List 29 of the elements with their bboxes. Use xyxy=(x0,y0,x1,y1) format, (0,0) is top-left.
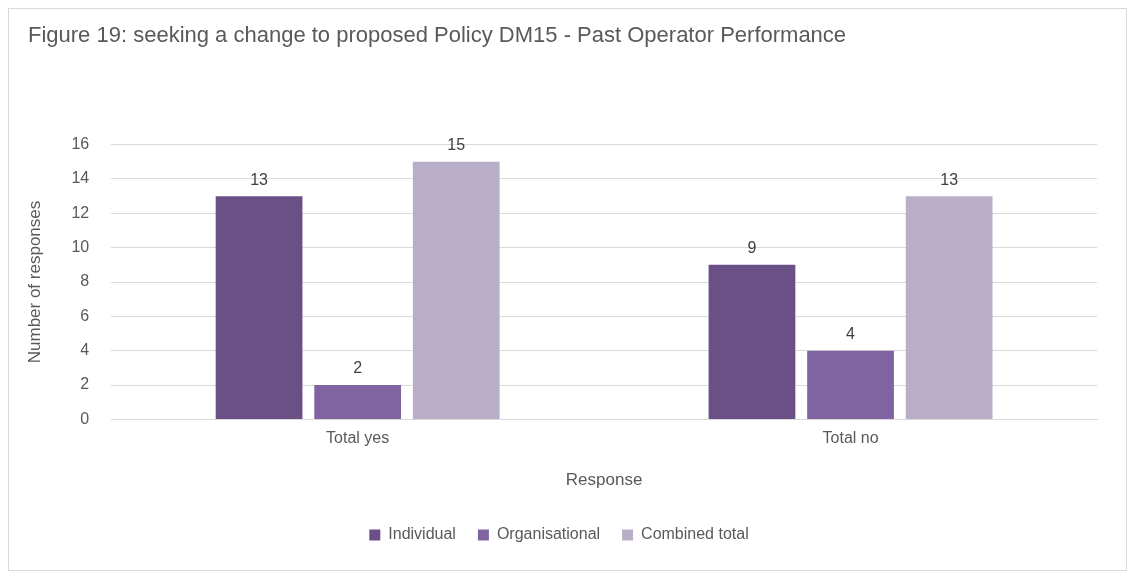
y-tick-label: 2 xyxy=(80,375,90,393)
x-tick-label: Total no xyxy=(822,429,879,447)
data-label: 4 xyxy=(846,325,856,343)
legend-label: Individual xyxy=(388,525,456,543)
y-tick-label: 0 xyxy=(80,409,90,427)
legend-label: Organisational xyxy=(496,525,601,543)
y-tick-label: 12 xyxy=(71,203,90,221)
y-tick-label: 14 xyxy=(71,169,90,187)
legend-label: Combined total xyxy=(641,525,749,543)
y-tick-label: 16 xyxy=(71,135,90,153)
y-axis-title: Number of responses xyxy=(24,200,44,364)
data-label: 13 xyxy=(250,170,269,188)
bar xyxy=(708,264,796,419)
x-axis-title: Response xyxy=(565,470,643,490)
y-tick-label: 8 xyxy=(80,272,90,290)
data-label: 9 xyxy=(747,239,757,257)
data-label: 13 xyxy=(940,170,959,188)
bar xyxy=(807,350,894,419)
bar xyxy=(412,161,500,419)
data-label: 15 xyxy=(447,136,466,154)
y-tick-label: 10 xyxy=(71,238,90,256)
x-tick-label: Total yes xyxy=(326,429,390,447)
data-label: 2 xyxy=(353,359,363,377)
y-tick-label: 6 xyxy=(80,306,90,324)
bar xyxy=(215,196,303,419)
y-tick-label: 4 xyxy=(80,341,90,359)
bar xyxy=(314,385,402,419)
chart-title: Figure 19: seeking a change to proposed Policy DM15 - Past Operator Performance xyxy=(28,21,848,48)
bar xyxy=(905,196,993,419)
